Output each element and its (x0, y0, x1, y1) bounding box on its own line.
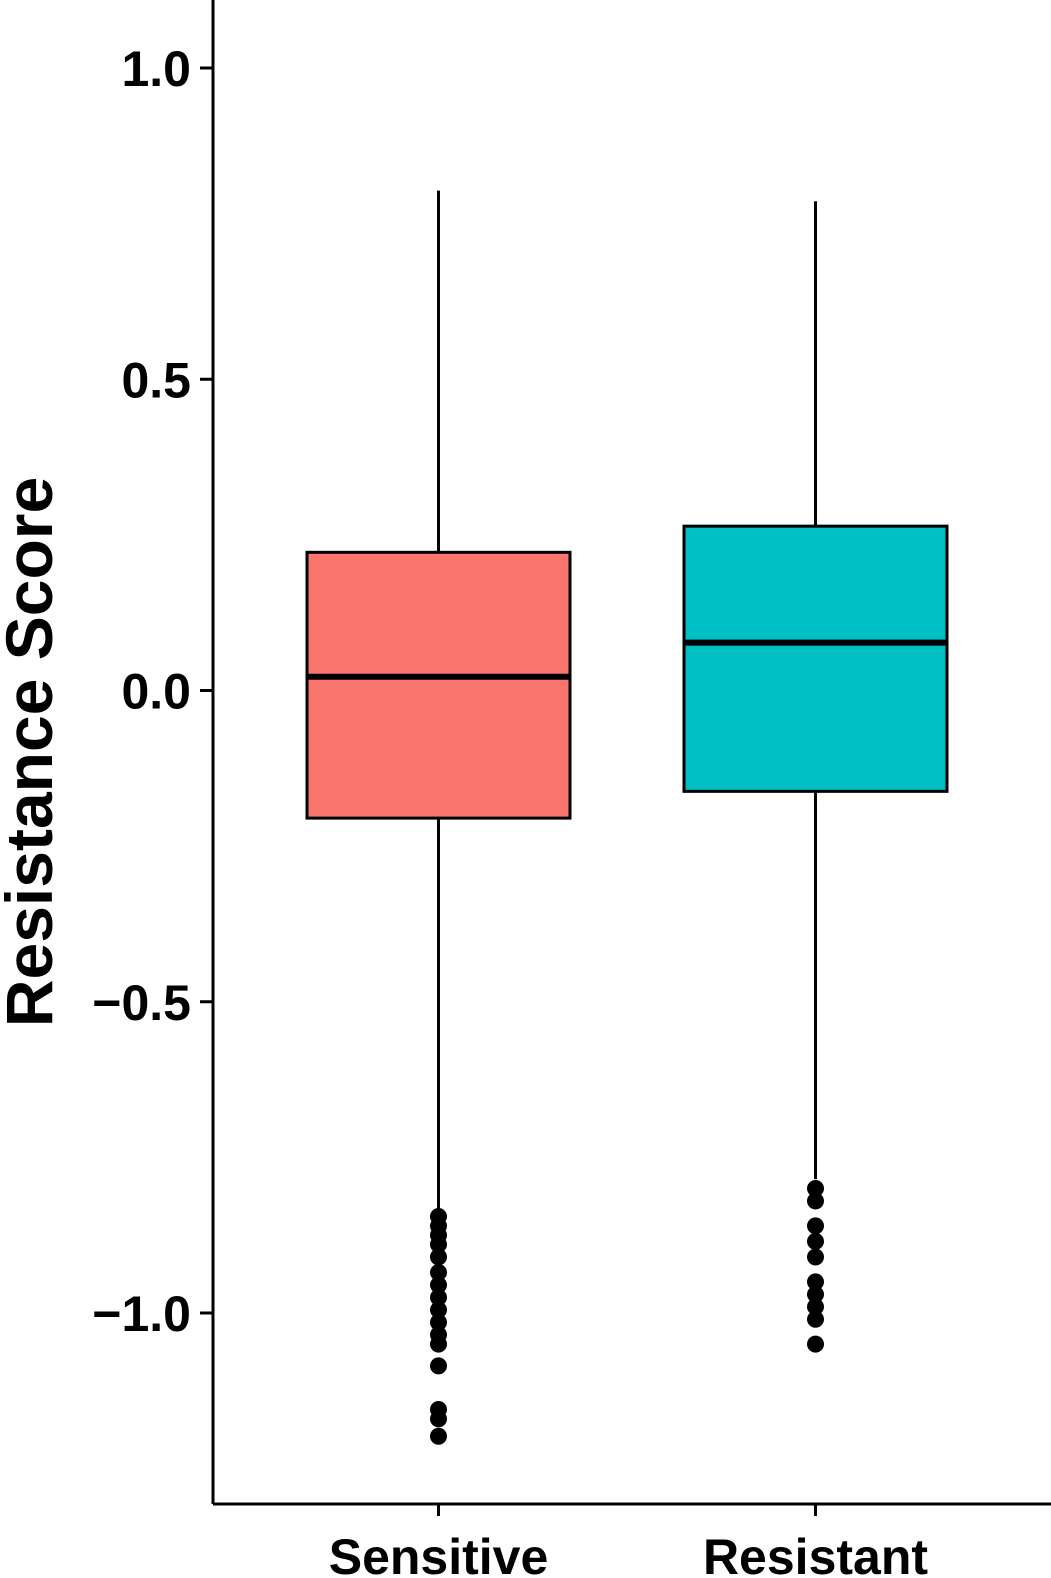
outlier-point (807, 1192, 824, 1210)
box-resistant (682, 201, 949, 1353)
outlier-point (430, 1248, 447, 1266)
outlier-point (430, 1427, 447, 1445)
boxes (305, 190, 949, 1445)
y-tick-label: −0.5 (92, 975, 191, 1031)
box-sensitive (305, 190, 572, 1445)
outlier-point (807, 1248, 824, 1266)
outlier-point (807, 1180, 824, 1197)
outlier-point (807, 1273, 824, 1291)
y-axis-title: Resistance Score (0, 477, 66, 1027)
y-tick-label: −1.0 (92, 1286, 191, 1342)
outlier-point (430, 1313, 447, 1331)
outlier-point (430, 1264, 447, 1282)
iqr-box (682, 524, 949, 793)
outlier-point (430, 1357, 447, 1375)
outlier-point (807, 1310, 824, 1328)
outlier-point (807, 1298, 824, 1316)
outlier-point (430, 1288, 447, 1306)
outlier-point (807, 1217, 824, 1235)
outlier-point (430, 1301, 447, 1319)
y-tick-label: 0.5 (121, 352, 191, 408)
y-tick-label: 0.0 (121, 664, 191, 720)
outlier-point (807, 1232, 824, 1250)
x-ticks: Sensitive Resistant (329, 1504, 928, 1578)
outlier-point (807, 1335, 824, 1353)
outlier-point (430, 1276, 447, 1294)
iqr-box (305, 550, 572, 820)
outlier-point (430, 1410, 447, 1428)
x-tick-label: Sensitive (329, 1529, 549, 1578)
x-tick-label: Resistant (703, 1529, 928, 1578)
outlier-point (430, 1236, 447, 1254)
y-tick-label: 1.0 (121, 41, 191, 97)
outlier-point (430, 1335, 447, 1353)
y-ticks: −1.0 −0.5 0.0 0.5 1.0 (92, 41, 213, 1342)
outlier-point (807, 1285, 824, 1303)
